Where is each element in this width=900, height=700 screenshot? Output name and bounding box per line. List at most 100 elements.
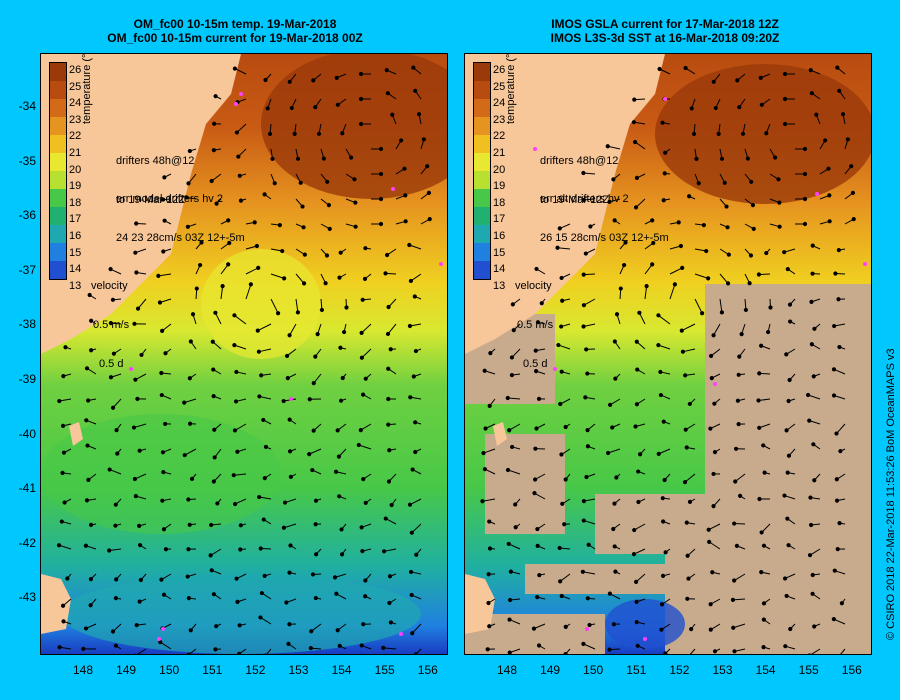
colorbar-swatch [50, 243, 66, 261]
velocity-arrow-head [362, 276, 368, 281]
velocity-arrow-head [539, 301, 544, 306]
velocity-arrow-head [311, 428, 316, 433]
velocity-arrow-head [585, 371, 590, 376]
velocity-arrow [137, 648, 147, 654]
velocity-arrow-head [837, 521, 842, 526]
velocity-arrow-head [687, 194, 692, 199]
velocity-arrow-head [773, 155, 778, 160]
velocity-arrow-head [660, 496, 665, 501]
velocity-arrow-head [487, 519, 492, 524]
colorbar-value: 26 [69, 64, 82, 76]
velocity-arrow-head [761, 617, 766, 622]
velocity-arrow-head [261, 517, 266, 522]
velocity-arrow-head [360, 549, 365, 554]
velocity-arrow-head [111, 351, 116, 356]
velocity-arrow-head [533, 369, 539, 374]
velocity-arrow-head [227, 240, 232, 246]
velocity-arrow [694, 298, 703, 314]
colorbar-swatch [474, 225, 490, 243]
velocity-arrow-head [735, 398, 741, 403]
velocity-arrow [684, 473, 696, 483]
velocity-arrow-head [785, 516, 790, 521]
velocity-arrow-head [745, 156, 750, 161]
velocity-arrow [708, 523, 721, 531]
velocity-arrow-head [257, 394, 262, 399]
velocity-arrow-head [270, 156, 275, 161]
colorbar-swatch [50, 81, 66, 99]
velocity-arrow-head [560, 501, 565, 506]
lat-label: -40 [18, 426, 36, 441]
velocity-arrow-head [694, 156, 699, 161]
velocity-arrow [689, 648, 696, 654]
velocity-arrow-head [507, 650, 512, 654]
velocity-arrow-head [358, 71, 364, 77]
velocity-arrow-head [749, 179, 754, 184]
right-map-panel[interactable]: 26 25 24 23 22 21 20 19 18 17 16 15 14 13 temperature… [464, 53, 872, 655]
velocity-arrow-head [88, 522, 94, 527]
velocity-arrow-head [635, 367, 640, 372]
velocity-arrow-head [89, 318, 94, 323]
velocity-arrow-head [407, 242, 412, 248]
velocity-arrow-head [701, 223, 706, 228]
velocity-arrow-head [685, 553, 690, 558]
velocity-arrow-head [199, 240, 204, 245]
velocity-arrow-head [383, 271, 388, 276]
velocity-arrow-head [740, 131, 746, 136]
left-velocity-label: velocity [91, 280, 128, 292]
velocity-arrow-head [385, 252, 390, 258]
velocity-arrow-head [256, 265, 261, 270]
velocity-arrow-head [505, 467, 511, 473]
velocity-arrow-head [187, 522, 192, 527]
velocity-arrow-head [581, 518, 586, 523]
velocity-arrow-head [88, 603, 93, 608]
velocity-arrow-head [706, 276, 711, 281]
velocity-arrow-head [662, 477, 667, 483]
right-colorbar-unit: temperature (°C) [505, 53, 517, 124]
velocity-arrow-head [188, 628, 193, 633]
velocity-arrow [708, 541, 721, 550]
velocity-arrow [234, 314, 247, 325]
velocity-arrow-head [726, 252, 731, 257]
velocity-arrow-head [584, 347, 589, 352]
velocity-arrow-head [612, 501, 617, 506]
velocity-arrow-head [288, 543, 293, 548]
velocity-arrow-head [785, 266, 790, 272]
velocity-arrow-head [84, 366, 90, 371]
velocity-arrow-head [732, 521, 737, 526]
velocity-arrow-head [378, 146, 384, 152]
velocity-arrow-head [258, 615, 263, 620]
lon-label: 153 [712, 663, 733, 677]
velocity-arrow-head [316, 131, 322, 136]
velocity-arrow-head [786, 543, 791, 548]
velocity-arrow-head [735, 78, 740, 83]
velocity-arrow-head [661, 198, 666, 203]
velocity-arrow-head [696, 181, 701, 186]
velocity-arrow-head [835, 65, 840, 70]
velocity-arrow-head [214, 624, 219, 629]
velocity-arrow-head [287, 417, 292, 422]
velocity-arrow-head [232, 343, 237, 348]
velocity-arrow-head [809, 299, 814, 304]
velocity-arrow-head [532, 491, 537, 496]
velocity-arrow [681, 323, 696, 332]
velocity-arrow-head [827, 193, 832, 198]
velocity-arrow-head [708, 353, 714, 359]
velocity-arrow-head [802, 146, 808, 152]
velocity-arrow-head [287, 622, 292, 627]
right-title: IMOS GSLA current for 17-Mar-2018 12Z IM… [520, 17, 810, 45]
velocity-arrow [507, 469, 521, 475]
velocity-arrow-head [658, 369, 663, 375]
velocity-arrow-head [363, 594, 368, 599]
velocity-arrow-head [559, 324, 564, 329]
velocity-arrow-head [386, 366, 391, 371]
velocity-arrow-head [359, 330, 364, 335]
velocity-arrow-head [663, 550, 668, 555]
right-drifters-note: drifters 48h@12 to 19-Mar 12Z [540, 129, 618, 233]
velocity-arrow-head [802, 221, 808, 227]
velocity-arrow-head [110, 297, 116, 302]
velocity-arrow-head [487, 624, 492, 629]
velocity-arrow-head [298, 180, 303, 185]
velocity-arrow-head [709, 376, 714, 381]
left-map-panel[interactable]: 26 25 24 23 22 21 20 19 18 17 16 15 14 13 temperature… [40, 53, 448, 655]
lat-label: -42 [18, 535, 36, 550]
